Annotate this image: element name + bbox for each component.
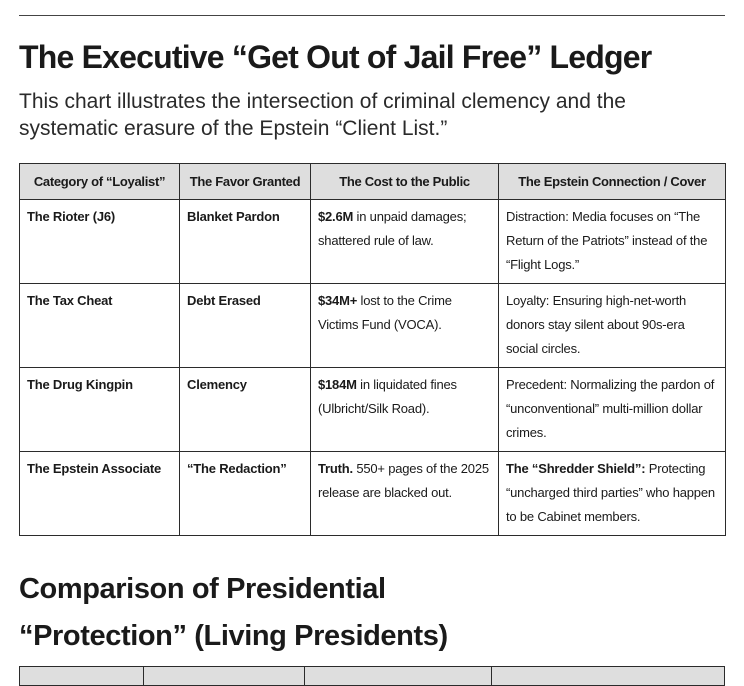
ledger-table: Category of “Loyalist” The Favor Granted…	[19, 163, 726, 536]
cell-connection: Distraction: Media focuses on “The Retur…	[498, 199, 726, 284]
page-title: The Executive “Get Out of Jail Free” Led…	[19, 39, 652, 75]
cell-connection: The “Shredder Shield”: Protecting “uncha…	[498, 451, 726, 536]
cost-highlight: Truth.	[318, 461, 353, 476]
cost-text: 550+ pages of the 2025 release are black…	[318, 461, 489, 500]
cell-cost: $184M in liquidated fines (Ulbricht/Silk…	[310, 367, 499, 452]
cell-favor: “The Redaction”	[179, 451, 311, 536]
connection-text: Protecting “uncharged third parties” who…	[506, 461, 715, 524]
header-favor: The Favor Granted	[179, 163, 311, 200]
comparison-header-cell	[144, 667, 305, 685]
table-row: The Tax Cheat Debt Erased $34M+ lost to …	[19, 283, 726, 368]
cost-highlight: $34M+	[318, 293, 358, 308]
cost-text: in unpaid damages; shattered rule of law…	[318, 209, 467, 248]
header-category: Category of “Loyalist”	[19, 163, 180, 200]
section-heading-line-2: “Protection” (Living Presidents)	[19, 620, 448, 652]
table-row: The Rioter (J6) Blanket Pardon $2.6M in …	[19, 199, 726, 284]
header-cost: The Cost to the Public	[310, 163, 499, 200]
cost-highlight: $2.6M	[318, 209, 354, 224]
connection-text: Distraction: Media focuses on “The Retur…	[506, 209, 708, 272]
connection-highlight: The “Shredder Shield”:	[506, 461, 646, 476]
table-row: The Drug Kingpin Clemency $184M in liqui…	[19, 367, 726, 452]
cost-text: lost to the Crime Victims Fund (VOCA).	[318, 293, 452, 332]
section-heading: Comparison of Presidential “Protection” (…	[19, 566, 448, 660]
cell-cost: $34M+ lost to the Crime Victims Fund (VO…	[310, 283, 499, 368]
cell-favor: Debt Erased	[179, 283, 311, 368]
comparison-header-cell	[492, 667, 724, 685]
cell-category: The Epstein Associate	[19, 451, 180, 536]
cell-favor: Clemency	[179, 367, 311, 452]
connection-text: Loyalty: Ensuring high-net-worth donors …	[506, 293, 687, 356]
comparison-table-header	[19, 666, 725, 686]
connection-text: Precedent: Normalizing the pardon of “un…	[506, 377, 715, 440]
section-heading-line-1: Comparison of Presidential	[19, 573, 386, 605]
table-header-row: Category of “Loyalist” The Favor Granted…	[19, 163, 726, 200]
cell-connection: Loyalty: Ensuring high-net-worth donors …	[498, 283, 726, 368]
table-row: The Epstein Associate “The Redaction” Tr…	[19, 451, 726, 536]
top-rule	[19, 15, 725, 16]
cell-category: The Tax Cheat	[19, 283, 180, 368]
cell-category: The Drug Kingpin	[19, 367, 180, 452]
cost-text: in liquidated fines (Ulbricht/Silk Road)…	[318, 377, 457, 416]
comparison-header-cell	[305, 667, 492, 685]
cost-highlight: $184M	[318, 377, 357, 392]
comparison-header-cell	[20, 667, 144, 685]
cell-cost: $2.6M in unpaid damages; shattered rule …	[310, 199, 499, 284]
cell-connection: Precedent: Normalizing the pardon of “un…	[498, 367, 726, 452]
header-connection: The Epstein Connection / Cover	[498, 163, 726, 200]
cell-category: The Rioter (J6)	[19, 199, 180, 284]
cell-favor: Blanket Pardon	[179, 199, 311, 284]
page-subtitle: This chart illustrates the intersection …	[19, 90, 626, 140]
cell-cost: Truth. 550+ pages of the 2025 release ar…	[310, 451, 499, 536]
